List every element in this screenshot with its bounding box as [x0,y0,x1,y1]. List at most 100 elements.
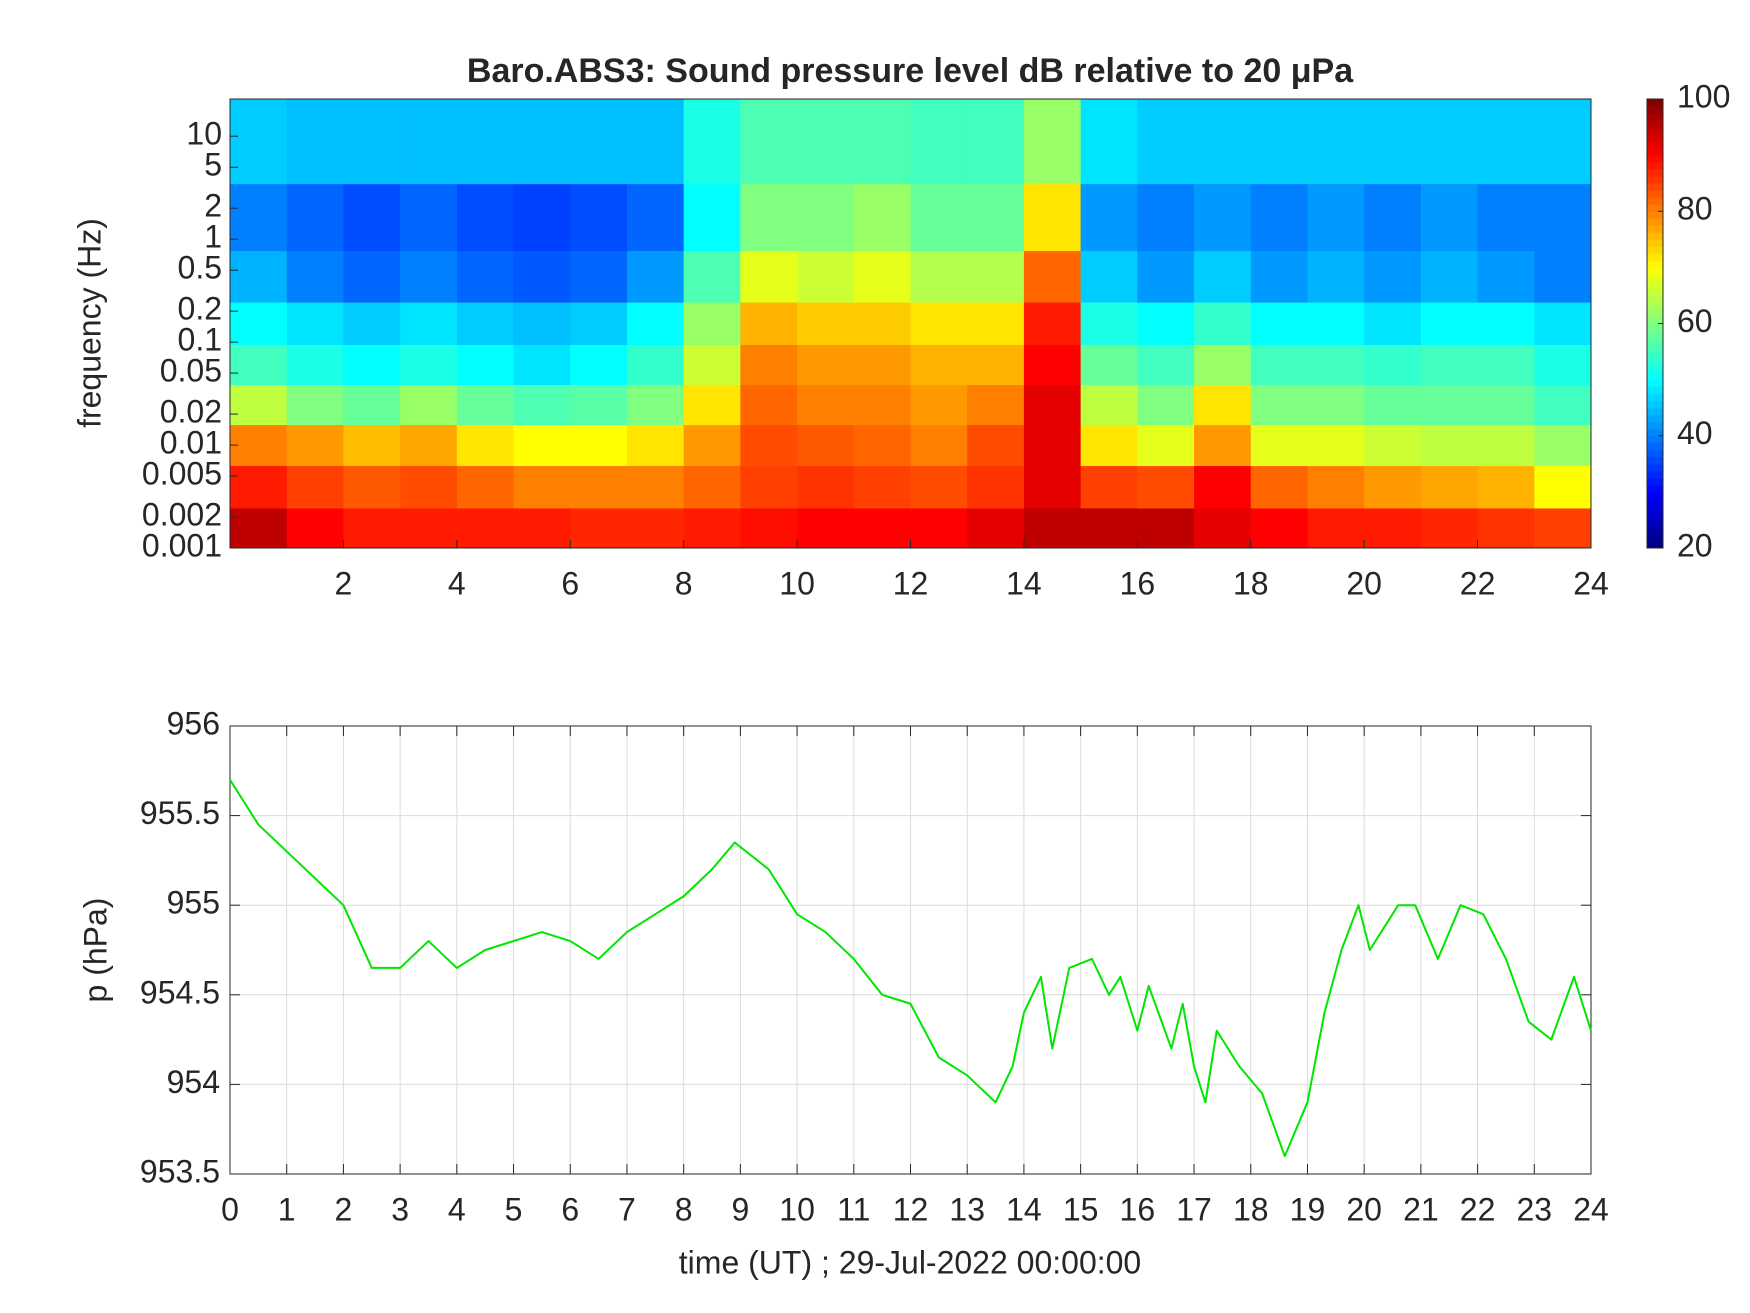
x-axis-label: time (UT) ; 29-Jul-2022 00:00:00 [679,1244,1141,1280]
heatmap-cell [286,250,344,303]
heatmap-cell [910,344,968,386]
colorbar-step [1647,274,1663,282]
heatmap-cell [570,344,628,386]
heatmap-cell [230,465,288,509]
heatmap-cell [1080,465,1138,509]
heatmap-cell [853,302,911,345]
heatmap-cell [1307,99,1365,185]
heatmap-cell [230,507,288,549]
heatmap-cell [1023,99,1082,185]
heatmap-cell [1023,507,1082,549]
heatmap-cell [1364,344,1422,386]
heatmap-cell [1194,99,1252,185]
x-tick-label: 5 [505,1191,523,1227]
heatmap-cell [1364,465,1422,509]
heatmap-cell [343,507,401,549]
heatmap-cell [400,344,458,386]
x-tick-label: 19 [1290,1191,1326,1227]
y-tick-label: 0.002 [142,496,222,532]
heatmap-cell [1023,250,1082,303]
heatmap-cell [400,424,458,467]
colorbar-step [1647,456,1663,465]
heatmap-cell [1534,507,1592,549]
colorbar-step [1647,190,1663,198]
heatmap-cell [1420,250,1479,303]
x-tick-label: 21 [1403,1191,1439,1227]
heatmap-cell [1194,344,1252,386]
colorbar-step [1647,435,1663,444]
colorbar-step [1647,239,1663,247]
heatmap-cell [1364,507,1422,549]
heatmap-cell [513,99,571,185]
heatmap-cell [1137,384,1195,426]
heatmap-cell [456,302,515,345]
y-tick-label: 0.05 [160,353,222,389]
heatmap-cell [1080,99,1138,185]
heatmap-cell [1364,424,1422,467]
heatmap-cell [1364,250,1422,303]
heatmap-cell [1477,344,1535,386]
y-tick-label: 0.2 [178,291,222,327]
colorbar-step [1647,519,1663,528]
heatmap-cell [1023,465,1082,509]
x-tick-label: 14 [1006,565,1042,601]
heatmap-cell [1420,183,1479,252]
heatmap-cell [910,183,968,252]
heatmap-cell [853,250,911,303]
colorbar-step [1647,365,1663,374]
heatmap-cell [513,302,571,345]
heatmap-cell [1023,183,1082,252]
heatmap-cell [1534,384,1592,426]
heatmap-cell [797,384,855,426]
heatmap-cell [1137,424,1195,467]
y-tick-label: 955.5 [140,795,220,831]
heatmap-cell [1137,465,1195,509]
heatmap-cell [967,344,1025,386]
heatmap-cell [1080,384,1138,426]
x-tick-label: 23 [1516,1191,1552,1227]
heatmap-cell [967,250,1025,303]
heatmap-cell [343,99,401,185]
heatmap-cell [513,507,571,549]
heatmap-cell [1477,424,1535,467]
heatmap-cell [1080,302,1138,345]
x-tick-label: 1 [278,1191,296,1227]
x-tick-label: 24 [1573,565,1609,601]
x-tick-label: 9 [731,1191,749,1227]
heatmap-cell [230,424,288,467]
data-line [229,779,1592,1158]
heatmap-cell [343,302,401,345]
heatmap-cell [626,424,685,467]
heatmap-cell [343,424,401,467]
x-tick-label: 18 [1233,1191,1269,1227]
heatmap-cell [1250,344,1308,386]
x-tick-label: 8 [675,565,693,601]
heatmap-cell [853,507,911,549]
colorbar-step [1647,260,1663,268]
colorbar-step [1647,183,1663,191]
heatmap-cell [1080,250,1138,303]
heatmap-cell [570,507,628,549]
heatmap-cell [967,384,1025,426]
colorbar-tick-label: 60 [1677,303,1713,339]
colorbar-step [1647,218,1663,226]
heatmap-cell [343,183,401,252]
heatmap-cell [967,424,1025,467]
heatmap-cell [1080,183,1138,252]
heatmap-cell [967,507,1025,549]
heatmap-cell [1023,384,1082,426]
x-tick-label: 18 [1233,565,1269,601]
heatmap-cell [1477,384,1535,426]
heatmap-cell [570,465,628,509]
x-tick-label: 12 [893,1191,929,1227]
heatmap-cell [683,250,741,303]
heatmap-cell [1477,183,1535,252]
colorbar-step [1647,127,1663,135]
y-tick-label: 0.1 [178,322,222,358]
colorbar-step [1647,533,1663,542]
heatmap-cell [1534,424,1592,467]
colorbar-tick-label: 80 [1677,191,1713,227]
colorbar-step [1647,540,1663,549]
heatmap-cell [286,384,344,426]
